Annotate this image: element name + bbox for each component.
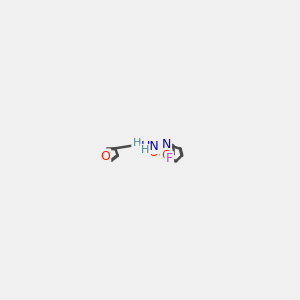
Text: O: O — [161, 149, 171, 163]
Text: N: N — [161, 137, 171, 151]
Text: F: F — [166, 152, 173, 165]
Text: H: H — [141, 145, 149, 155]
Text: O: O — [148, 146, 158, 159]
Text: H: H — [132, 138, 141, 148]
Text: HN: HN — [141, 140, 160, 153]
Text: O: O — [100, 150, 110, 163]
